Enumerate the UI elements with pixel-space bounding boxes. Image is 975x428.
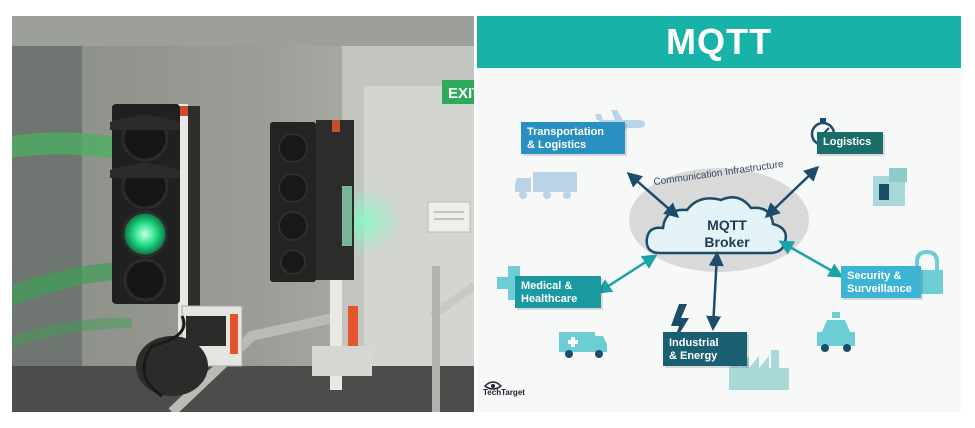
node-security: Security & Surveillance — [841, 266, 921, 298]
arrow-logistics — [764, 165, 820, 219]
techtarget-logo-icon — [483, 381, 503, 390]
node-medical-line2: Healthcare — [521, 293, 578, 305]
node-industrial-line1: Industrial — [669, 337, 719, 349]
mqtt-diagram — [483, 110, 943, 390]
node-industrial: Industrial & Energy — [663, 332, 747, 366]
arrow-transportation — [626, 172, 680, 218]
broker-line2: Broker — [704, 234, 750, 250]
truck-icon — [515, 172, 577, 199]
lightning-icon — [671, 304, 689, 344]
traffic-lights-photo: EXIT — [12, 16, 474, 412]
techtarget-logo-text: TechTarget — [483, 388, 525, 397]
police-car-icon — [817, 312, 855, 352]
node-medical: Medical & Healthcare — [515, 276, 601, 308]
boxes-icon — [873, 168, 907, 206]
broker-cloud-icon — [645, 196, 787, 255]
node-logistics-line1: Logistics — [823, 136, 872, 148]
arrow-industrial — [706, 251, 724, 331]
node-security-line1: Security & — [847, 270, 902, 282]
node-logistics: Logistics — [817, 132, 883, 154]
broker-line1: MQTT — [707, 217, 747, 233]
arrow-security — [778, 240, 844, 278]
node-industrial-line2: & Energy — [669, 350, 718, 362]
node-transportation: Transportation & Logistics — [521, 122, 625, 154]
node-medical-line1: Medical & — [521, 280, 573, 292]
node-security-line2: Surveillance — [847, 283, 912, 295]
diagram-title: MQTT — [666, 21, 772, 62]
arrow-medical — [596, 254, 658, 294]
title-banner: MQTT — [477, 16, 961, 68]
node-transportation-line1: Transportation — [527, 126, 605, 138]
ambulance-icon — [559, 332, 607, 358]
exit-sign: EXIT — [448, 85, 474, 102]
mqtt-infographic: MQTT — [477, 16, 961, 412]
broker-label: MQTT Broker — [692, 217, 762, 251]
node-transportation-line2: & Logistics — [527, 139, 587, 151]
